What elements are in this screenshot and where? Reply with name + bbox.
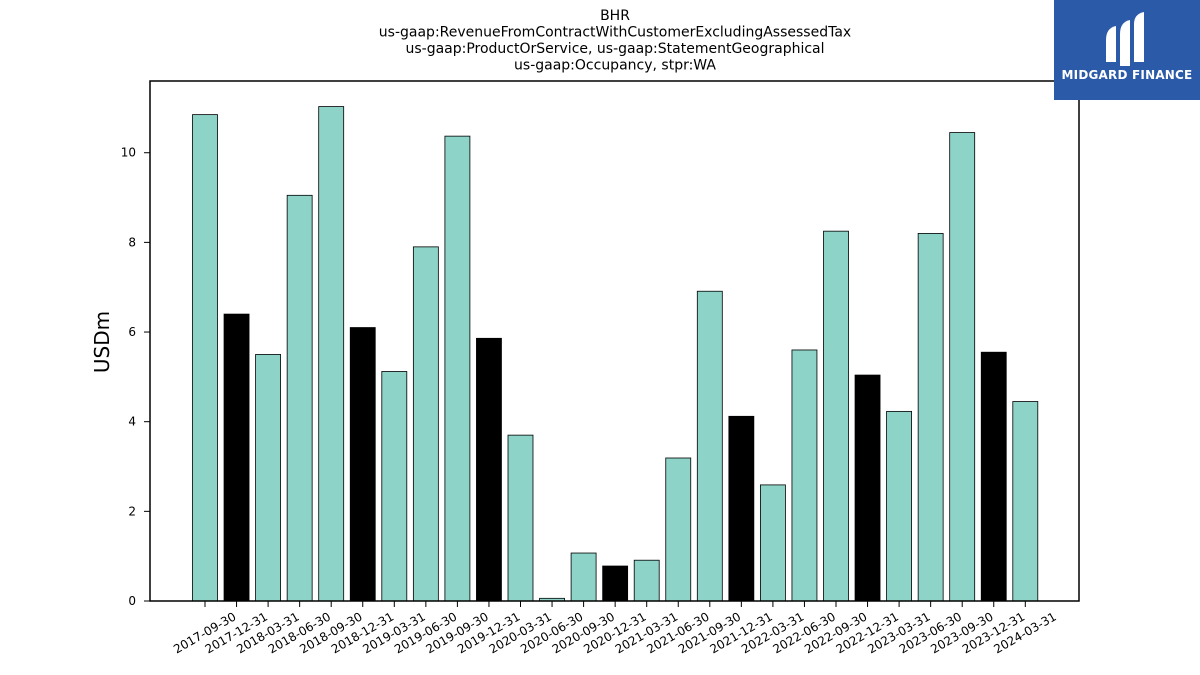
chart-title-line: us-gaap:ProductOrService, us-gaap:Statem… [405, 41, 824, 57]
bar-2017-12-31 [223, 313, 250, 602]
bar-2022-09-30 [823, 230, 849, 602]
bar-2021-03-31 [633, 559, 660, 602]
y-tick-label: 8 [128, 235, 136, 249]
y-tick-label: 10 [121, 146, 136, 160]
bar-2020-12-31 [602, 565, 629, 602]
bar-2020-03-31 [507, 434, 534, 602]
x-axis: 2017-09-302017-12-312018-03-312018-06-30… [171, 601, 1059, 656]
bar-2023-03-31 [886, 410, 912, 602]
midgard-logo-icon [1106, 12, 1144, 66]
bar-2022-12-31 [854, 374, 881, 602]
bar-2022-03-31 [760, 484, 786, 602]
bar-2020-09-30 [570, 552, 597, 602]
bar-2023-09-30 [949, 132, 976, 602]
y-tick-label: 4 [128, 415, 136, 429]
bar-2018-03-31 [255, 354, 282, 602]
bar-2018-12-31 [349, 327, 376, 602]
bar-2019-12-31 [476, 337, 502, 602]
y-tick-label: 6 [128, 325, 136, 339]
bar-2023-12-31 [980, 351, 1007, 602]
plot-frame [149, 80, 1080, 602]
chart-title-line: us-gaap:Occupancy, stpr:WA [514, 58, 716, 74]
chart-title-line: BHR [600, 8, 630, 24]
bars [192, 106, 1039, 602]
bar-2018-06-30 [286, 194, 313, 602]
bar-2017-09-30 [192, 114, 218, 602]
bar-2024-03-31 [1012, 401, 1039, 602]
chart-title: BHRus-gaap:RevenueFromContractWithCustom… [379, 8, 851, 74]
midgard-finance-logo: MIDGARD FINANCE [1054, 0, 1200, 100]
bar-2022-06-30 [791, 349, 818, 602]
y-tick-label: 0 [128, 594, 136, 608]
bar-2023-06-30 [917, 233, 944, 602]
bar-2019-03-31 [381, 371, 408, 602]
bar-2021-06-30 [665, 457, 692, 602]
bar-2021-09-30 [696, 290, 723, 602]
bar-2018-09-30 [318, 106, 345, 602]
chart-title-line: us-gaap:RevenueFromContractWithCustomerE… [379, 25, 851, 41]
y-tick-label: 2 [128, 504, 136, 518]
bar-2021-12-31 [728, 415, 755, 602]
logo-text: MIDGARD FINANCE [1061, 68, 1193, 82]
bar-2019-06-30 [412, 246, 439, 602]
y-axis-label: USDm [90, 311, 114, 373]
y-axis: 0 2 4 6 8 10 [121, 146, 150, 608]
bar-2019-09-30 [444, 135, 471, 602]
